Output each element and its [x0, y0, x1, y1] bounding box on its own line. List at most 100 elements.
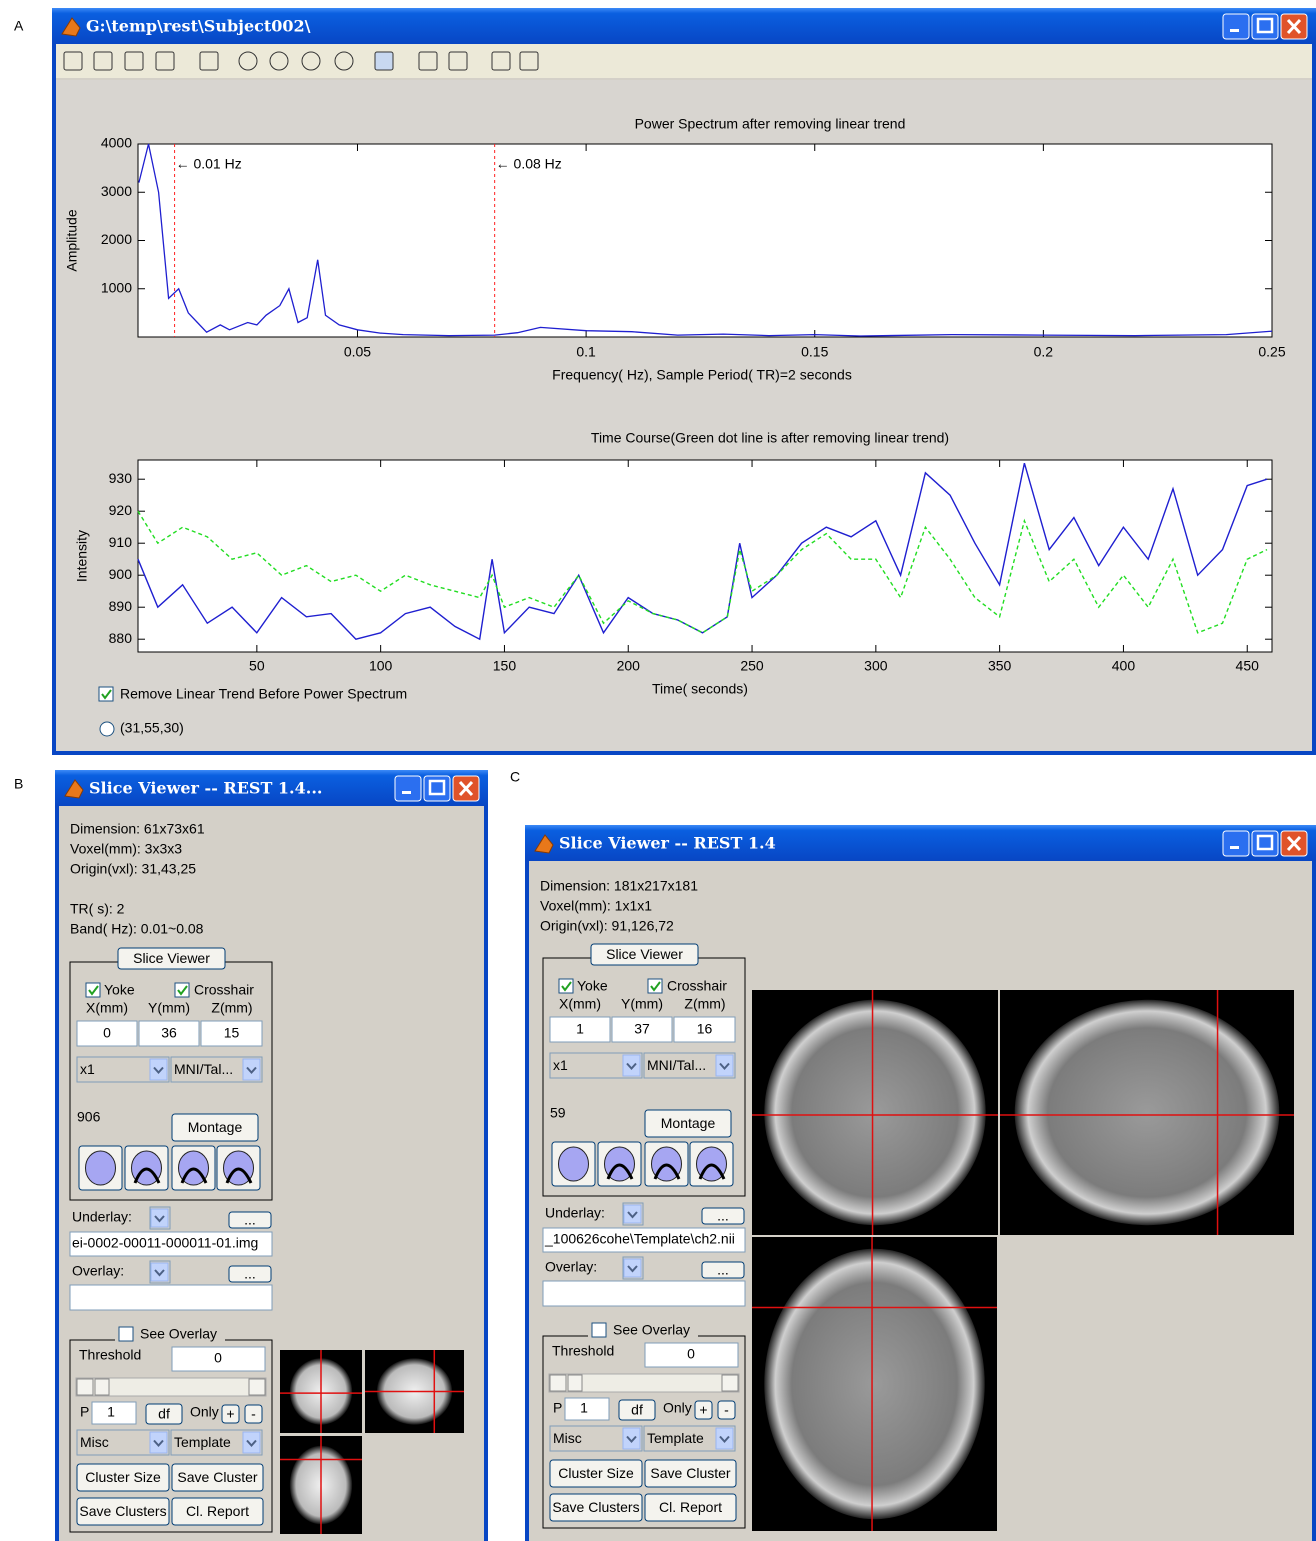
montage-button-label: Montage — [188, 1119, 243, 1135]
view-icon — [86, 1151, 116, 1185]
underlay-label: Underlay: — [545, 1205, 605, 1221]
scroll-arrow — [249, 1379, 265, 1395]
x-tick-label: 200 — [617, 658, 641, 674]
intensity-value: 906 — [77, 1109, 101, 1125]
dropdown-value: Template — [647, 1430, 704, 1446]
df-button-label: df — [158, 1406, 170, 1422]
x-axis-label: Frequency( Hz), Sample Period( TR)=2 sec… — [552, 367, 852, 383]
dropdown-arrow — [716, 1428, 733, 1449]
crosshair-label: Crosshair — [194, 982, 254, 998]
coord-value: 0 — [103, 1025, 111, 1041]
checkbox[interactable] — [86, 983, 100, 997]
y-tick-label: 4000 — [101, 135, 132, 151]
minimize-button[interactable] — [1223, 14, 1249, 39]
y-tick-label: 3000 — [101, 183, 132, 199]
cluster-button-label: Cluster Size — [85, 1469, 161, 1485]
threshold-label: Threshold — [79, 1347, 141, 1363]
threshold-label: Threshold — [552, 1343, 614, 1359]
x-tick-label: 0.25 — [1258, 344, 1285, 360]
yoke-label: Yoke — [104, 982, 135, 998]
dropdown-arrow — [151, 1209, 168, 1227]
info-line: Dimension: 61x73x61 — [70, 821, 205, 837]
scroll-thumb — [568, 1375, 582, 1391]
coord-value: 16 — [697, 1021, 713, 1037]
checkbox-label: Remove Linear Trend Before Power Spectru… — [120, 686, 407, 702]
see-overlay-label: See Overlay — [613, 1322, 690, 1338]
checkbox[interactable] — [559, 979, 573, 993]
brain — [764, 1249, 985, 1519]
info-line: TR( s): 2 — [70, 901, 125, 917]
glyph — [1230, 29, 1239, 32]
dropdown-arrow — [243, 1432, 260, 1453]
group-title-label: Slice Viewer — [133, 950, 210, 966]
checkbox[interactable] — [119, 1327, 133, 1341]
see-overlay-label: See Overlay — [140, 1326, 217, 1342]
threshold-value: 0 — [214, 1350, 222, 1366]
toolbar-icon[interactable] — [375, 52, 393, 70]
y-tick-label: 890 — [109, 598, 133, 614]
dropdown-arrow — [623, 1428, 640, 1449]
dropdown-arrow — [624, 1259, 641, 1277]
underlay-file: ei-0002-00011-000011-01.img — [72, 1235, 258, 1251]
file-field — [70, 1285, 272, 1310]
underlay-file: _100626cohe\Template\ch2.nii — [544, 1231, 735, 1247]
minus-button-label: - — [251, 1406, 256, 1422]
info-line: Origin(vxl): 31,43,25 — [70, 861, 196, 877]
plus-button-label: + — [699, 1402, 707, 1418]
p-label: P — [553, 1400, 562, 1416]
coord-value: 1 — [576, 1021, 584, 1037]
cluster-button-label: Save Cluster — [177, 1469, 257, 1485]
plot-area — [138, 460, 1272, 652]
x-axis-label: Time( seconds) — [652, 681, 748, 697]
y-tick-label: 900 — [109, 566, 133, 582]
only-label: Only — [663, 1400, 692, 1416]
browse-button-label: ... — [244, 1212, 256, 1228]
group-title-label: Slice Viewer — [606, 946, 683, 962]
x-tick-label: 350 — [988, 658, 1012, 674]
annotation: ← 0.08 Hz — [496, 156, 562, 172]
dropdown-arrow — [624, 1205, 641, 1223]
dropdown-value: Misc — [80, 1434, 109, 1450]
brain — [764, 1000, 985, 1225]
coord-value: 37 — [634, 1021, 650, 1037]
coord-header: Y(mm) — [621, 996, 663, 1012]
info-line: Band( Hz): 0.01~0.08 — [70, 921, 204, 937]
view-icon — [559, 1147, 589, 1181]
plot-area — [138, 144, 1272, 337]
x-tick-label: 0.2 — [1034, 344, 1054, 360]
glyph — [1230, 846, 1239, 849]
chart-title: Power Spectrum after removing linear tre… — [635, 116, 906, 132]
x-tick-label: 100 — [369, 658, 393, 674]
radio-button[interactable] — [100, 722, 114, 736]
info-line: Voxel(mm): 1x1x1 — [540, 898, 652, 914]
scroll-arrow — [550, 1375, 566, 1391]
checkbox[interactable] — [648, 979, 662, 993]
cluster-button-label: Cl. Report — [659, 1499, 722, 1515]
dropdown-value: Misc — [553, 1430, 582, 1446]
plus-button-label: + — [226, 1406, 234, 1422]
checkbox[interactable] — [99, 687, 113, 701]
minimize-button[interactable] — [395, 776, 421, 801]
dropdown-arrow — [151, 1263, 168, 1281]
p-value: 1 — [580, 1400, 588, 1416]
panel-label: C — [510, 769, 520, 785]
x-tick-label: 450 — [1236, 658, 1260, 674]
panel-label: B — [14, 776, 23, 792]
window-title: G:\temp\rest\Subject002\ — [86, 17, 311, 36]
p-value: 1 — [107, 1404, 115, 1420]
threshold-value: 0 — [687, 1346, 695, 1362]
browse-button-label: ... — [717, 1262, 729, 1278]
dropdown-arrow — [716, 1055, 733, 1076]
x-tick-label: 0.05 — [344, 344, 371, 360]
coord-header: X(mm) — [559, 996, 601, 1012]
dropdown-value: Template — [174, 1434, 231, 1450]
checkbox[interactable] — [592, 1323, 606, 1337]
df-button-label: df — [631, 1402, 643, 1418]
x-tick-label: 300 — [864, 658, 888, 674]
crosshair-label: Crosshair — [667, 978, 727, 994]
y-tick-label: 1000 — [101, 279, 132, 295]
checkbox[interactable] — [175, 983, 189, 997]
dropdown-arrow — [150, 1432, 167, 1453]
minimize-button[interactable] — [1223, 831, 1249, 856]
info-line: Voxel(mm): 3x3x3 — [70, 841, 182, 857]
